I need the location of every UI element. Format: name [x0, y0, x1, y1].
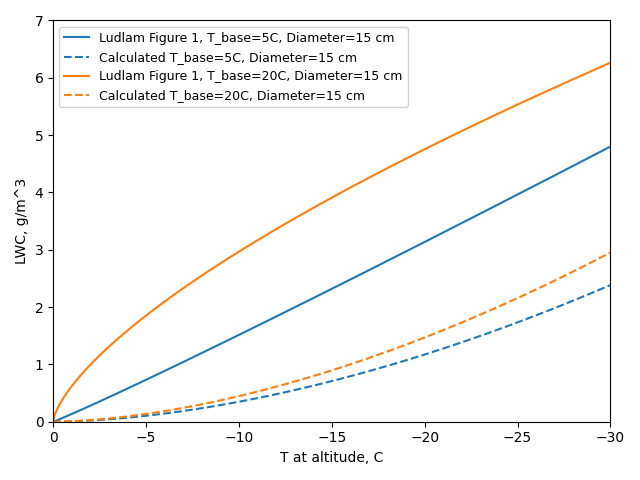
Ludlam Figure 1, T_base=20C, Diameter=15 cm	[607, 60, 614, 66]
X-axis label: T at altitude, C: T at altitude, C	[280, 451, 383, 465]
Calculated T_base=20C, Diameter=15 cm	[607, 250, 614, 255]
Line: Ludlam Figure 1, T_base=20C, Diameter=15 cm: Ludlam Figure 1, T_base=20C, Diameter=15…	[53, 63, 611, 422]
Line: Calculated T_base=5C, Diameter=15 cm: Calculated T_base=5C, Diameter=15 cm	[53, 285, 611, 422]
Calculated T_base=20C, Diameter=15 cm	[381, 349, 388, 355]
Ludlam Figure 1, T_base=20C, Diameter=15 cm	[314, 203, 322, 208]
Calculated T_base=5C, Diameter=15 cm	[317, 381, 325, 387]
Ludlam Figure 1, T_base=5C, Diameter=15 cm	[351, 275, 358, 280]
Ludlam Figure 1, T_base=5C, Diameter=15 cm	[317, 291, 325, 297]
Ludlam Figure 1, T_base=20C, Diameter=15 cm	[49, 419, 57, 425]
Calculated T_base=5C, Diameter=15 cm	[314, 382, 322, 387]
Ludlam Figure 1, T_base=5C, Diameter=15 cm	[381, 259, 388, 265]
Calculated T_base=20C, Diameter=15 cm	[314, 372, 322, 378]
Y-axis label: LWC, g/m^3: LWC, g/m^3	[15, 178, 29, 264]
Calculated T_base=20C, Diameter=15 cm	[49, 419, 57, 425]
Calculated T_base=20C, Diameter=15 cm	[506, 299, 514, 304]
Ludlam Figure 1, T_base=5C, Diameter=15 cm	[607, 144, 614, 149]
Calculated T_base=5C, Diameter=15 cm	[593, 288, 601, 294]
Ludlam Figure 1, T_base=20C, Diameter=15 cm	[317, 201, 325, 206]
Ludlam Figure 1, T_base=20C, Diameter=15 cm	[506, 105, 514, 111]
Calculated T_base=5C, Diameter=15 cm	[351, 372, 358, 378]
Calculated T_base=20C, Diameter=15 cm	[351, 360, 358, 366]
Calculated T_base=5C, Diameter=15 cm	[607, 282, 614, 288]
Calculated T_base=5C, Diameter=15 cm	[381, 364, 388, 370]
Ludlam Figure 1, T_base=20C, Diameter=15 cm	[593, 66, 601, 72]
Calculated T_base=5C, Diameter=15 cm	[49, 419, 57, 425]
Ludlam Figure 1, T_base=5C, Diameter=15 cm	[593, 151, 601, 156]
Calculated T_base=20C, Diameter=15 cm	[593, 257, 601, 263]
Line: Calculated T_base=20C, Diameter=15 cm: Calculated T_base=20C, Diameter=15 cm	[53, 252, 611, 422]
Calculated T_base=20C, Diameter=15 cm	[317, 371, 325, 377]
Legend: Ludlam Figure 1, T_base=5C, Diameter=15 cm, Calculated T_base=5C, Diameter=15 cm: Ludlam Figure 1, T_base=5C, Diameter=15 …	[60, 27, 408, 108]
Ludlam Figure 1, T_base=5C, Diameter=15 cm	[506, 195, 514, 201]
Line: Ludlam Figure 1, T_base=5C, Diameter=15 cm: Ludlam Figure 1, T_base=5C, Diameter=15 …	[53, 146, 611, 422]
Ludlam Figure 1, T_base=5C, Diameter=15 cm	[49, 419, 57, 425]
Calculated T_base=5C, Diameter=15 cm	[506, 323, 514, 328]
Ludlam Figure 1, T_base=20C, Diameter=15 cm	[381, 167, 388, 172]
Ludlam Figure 1, T_base=20C, Diameter=15 cm	[351, 182, 358, 188]
Ludlam Figure 1, T_base=5C, Diameter=15 cm	[314, 293, 322, 299]
